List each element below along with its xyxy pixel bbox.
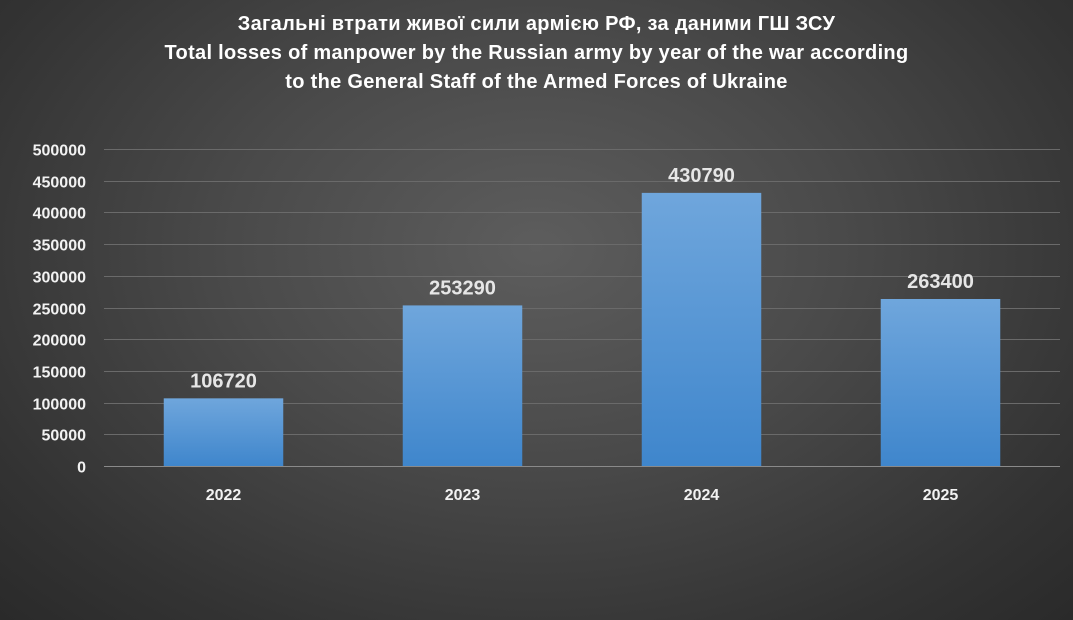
data-label: 253290 xyxy=(429,277,496,299)
chart-title-line-uk: Загальні втрати живої сили армією РФ, за… xyxy=(237,13,836,35)
y-tick-label: 350000 xyxy=(33,238,86,255)
x-category-label: 2024 xyxy=(684,487,720,504)
y-tick-label: 450000 xyxy=(33,175,86,192)
data-label: 106720 xyxy=(190,370,257,392)
x-category-label: 2023 xyxy=(445,487,481,504)
y-tick-label: 400000 xyxy=(33,206,86,223)
bar xyxy=(641,192,762,466)
y-axis-tick-labels: 0 50000 100000 150000 200000 250000 300000 3500… xyxy=(33,143,86,477)
y-tick-label: 250000 xyxy=(33,302,86,319)
chart-title-line-en-1: Total losses of manpower by the Russian … xyxy=(164,42,909,64)
y-tick-label: 100000 xyxy=(33,397,86,414)
x-category-label: 2025 xyxy=(923,487,959,504)
y-tick-label: 0 xyxy=(77,460,86,477)
bar xyxy=(880,299,1001,466)
bar xyxy=(402,305,523,466)
bar xyxy=(163,398,284,466)
y-tick-label: 150000 xyxy=(33,365,86,382)
x-category-label: 2022 xyxy=(206,487,242,504)
y-tick-label: 200000 xyxy=(33,333,86,350)
data-labels: 106720 253290 430790 263400 xyxy=(190,165,974,392)
y-tick-label: 50000 xyxy=(42,428,87,445)
data-label: 263400 xyxy=(907,271,974,293)
data-label: 430790 xyxy=(668,165,735,187)
chart-title-line-en-2: to the General Staff of the Armed Forces… xyxy=(285,71,788,93)
y-tick-label: 500000 xyxy=(33,143,86,160)
y-tick-label: 300000 xyxy=(33,270,86,287)
bars xyxy=(163,192,1001,466)
chart-title: Загальні втрати живої сили армією РФ, за… xyxy=(0,10,1073,97)
x-axis-category-labels: 2022 2023 2024 2025 xyxy=(206,487,959,504)
